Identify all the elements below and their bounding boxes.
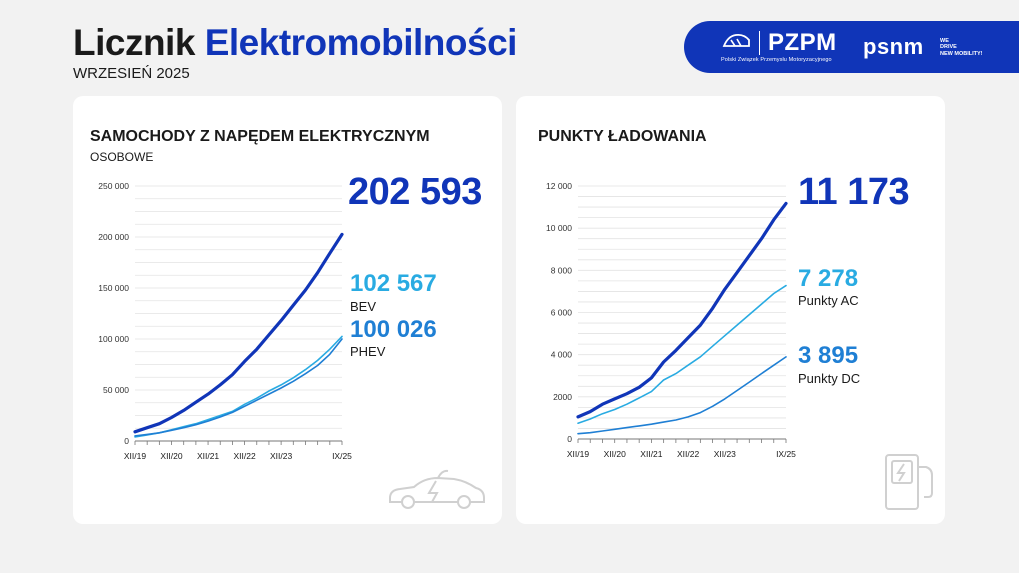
- phev-value: 100 026: [350, 316, 437, 343]
- partner-banner: PZPM Polski Związek Przemysłu Motoryzacy…: [684, 21, 1019, 73]
- series-line-total: [576, 201, 788, 419]
- charging-points-card: PUNKTY ŁADOWANIA 0 2000 4 000 6 000 8 000 10 …: [516, 96, 945, 524]
- phev-label: PHEV: [350, 344, 386, 359]
- x-tick-label: XII/19: [124, 451, 146, 461]
- ev-cars-card: SAMOCHODY Z NAPĘDEM ELEKTRYCZNYM OSOBOWE…: [73, 96, 502, 524]
- y-tick-label: 12 000: [546, 181, 572, 191]
- x-tick-label: XII/21: [640, 449, 662, 459]
- series-line-ac: [577, 284, 787, 425]
- header: Licznik Elektromobilności WRZESIEŃ 2025: [73, 24, 517, 82]
- page-title-part1: Licznik: [73, 22, 195, 63]
- x-tick-label: XII/20: [160, 451, 182, 461]
- page-title: Licznik Elektromobilności: [73, 24, 517, 61]
- ac-value: 7 278: [798, 265, 859, 292]
- x-tick-label: IX/25: [776, 449, 796, 459]
- charging-points-title: PUNKTY ŁADOWANIA: [538, 128, 707, 145]
- psnm-tagline-line: NEW MOBILITY!: [940, 50, 983, 57]
- ev-cars-subtitle: OSOBOWE: [90, 150, 154, 164]
- x-tick-label: XII/21: [197, 451, 219, 461]
- charging-total-value: 11 173: [798, 171, 910, 213]
- bev-value: 102 567: [350, 270, 437, 297]
- x-tick-label: XII/23: [714, 449, 736, 459]
- y-tick-label: 50 000: [103, 385, 129, 395]
- charging-points-line-chart: 0 2000 4 000 6 000 8 000 10 000 12 000 XII/19 XI…: [546, 181, 796, 459]
- charging-station-icon: [885, 454, 933, 510]
- psnm-tagline: WE DRIVE NEW MOBILITY!: [940, 38, 982, 57]
- electric-car-icon: [389, 469, 485, 509]
- ac-label: Punkty AC: [798, 293, 859, 308]
- y-tick-label: 6 000: [551, 308, 573, 318]
- ev-cars-line-chart: 0 50 000 100 000 150 000 200 000 250 000 XII/1…: [98, 181, 352, 461]
- x-tick-label: IX/25: [332, 451, 352, 461]
- y-tick-label: 8 000: [551, 265, 573, 275]
- psnm-tagline-line: DRIVE: [940, 44, 957, 51]
- y-tick-label: 10 000: [546, 223, 572, 233]
- ev-total-value: 202 593: [348, 171, 482, 213]
- series-line-phev: [134, 338, 343, 437]
- y-tick-label: 4 000: [551, 350, 573, 360]
- y-tick-label: 2000: [553, 392, 572, 402]
- y-tick-label: 200 000: [98, 232, 129, 242]
- psnm-logo-text: psnm: [863, 34, 924, 59]
- ev-cars-title: SAMOCHODY Z NAPĘDEM ELEKTRYCZNYM: [90, 128, 430, 145]
- y-tick-label: 150 000: [98, 283, 129, 293]
- page-title-part2: Elektromobilności: [204, 22, 518, 63]
- x-tick-label: XII/22: [233, 451, 255, 461]
- pzpm-subtitle: Polski Związek Przemysłu Motoryzacyjnego: [721, 57, 832, 63]
- x-tick-label: XII/20: [604, 449, 626, 459]
- y-tick-label: 0: [124, 436, 129, 446]
- x-tick-label: XII/22: [677, 449, 699, 459]
- x-tick-label: XII/23: [270, 451, 292, 461]
- pzpm-car-logo-icon: [722, 33, 750, 47]
- dc-label: Punkty DC: [798, 371, 861, 386]
- psnm-tagline-line: WE: [940, 38, 949, 44]
- y-tick-label: 250 000: [98, 181, 129, 191]
- x-tick-label: XII/19: [567, 449, 589, 459]
- pzpm-divider: [759, 31, 760, 55]
- series-line-dc: [577, 356, 787, 435]
- y-tick-label: 0: [567, 434, 572, 444]
- bev-label: BEV: [350, 299, 377, 314]
- y-tick-label: 100 000: [98, 334, 129, 344]
- series-line-total: [133, 232, 344, 434]
- report-date: WRZESIEŃ 2025: [73, 65, 190, 82]
- pzpm-logo-text: PZPM: [768, 29, 837, 56]
- dc-value: 3 895: [798, 342, 859, 369]
